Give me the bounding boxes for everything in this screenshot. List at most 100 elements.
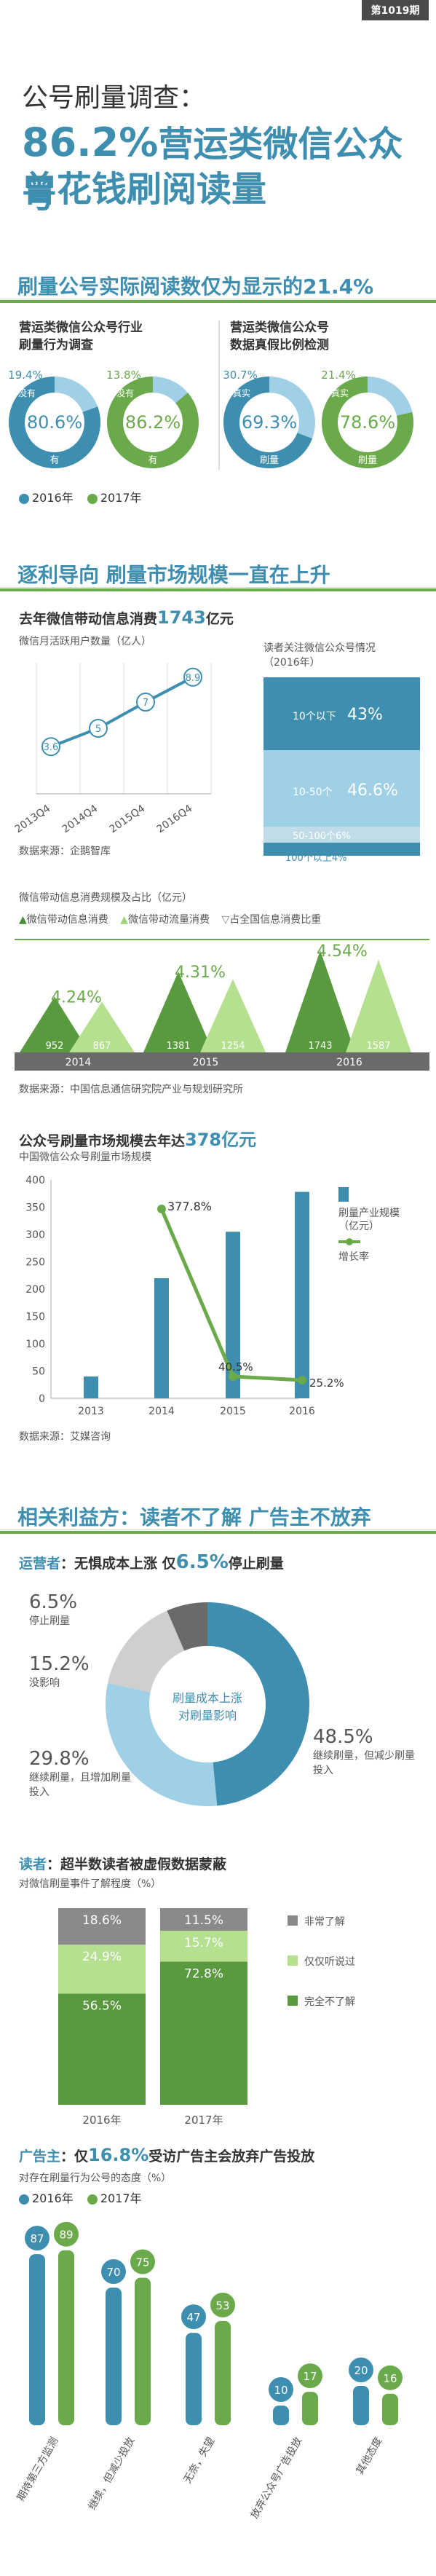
- ad-bar-2-0: [186, 2333, 202, 2425]
- ratio-label-0: 4.24%: [51, 989, 102, 1007]
- donut-0-hole: [25, 393, 84, 452]
- ad-value-0-1: 89: [59, 2229, 73, 2242]
- donut-3-big-arc: [322, 377, 413, 468]
- market-ytick-5: 250: [25, 1257, 45, 1269]
- market-xtick-0: 2013: [78, 1406, 104, 1417]
- reader-xtick-0: 2016年: [82, 2114, 121, 2127]
- ad-value-2-0: 47: [186, 2311, 200, 2324]
- market-xtick-3: 2016: [289, 1406, 315, 1417]
- section2-divider: [0, 587, 436, 591]
- user-tick-0: 2013Q4: [13, 803, 53, 835]
- reader-seg-1-2: [160, 1908, 247, 1931]
- growth-label-1: 40.5%: [218, 1360, 253, 1374]
- stack-value-0: 43%: [347, 706, 383, 724]
- market-legend-bar-2: （亿元）: [338, 1221, 379, 1232]
- reader-stack-chart: 10个以下 43% 10-50个 46.6% 50-100个6% 100个以上4%: [263, 677, 420, 864]
- donut-1-small-value: 13.8%: [106, 369, 141, 382]
- donut-2-small-value: 30.7%: [223, 369, 258, 382]
- ad-legend-2016-icon: [19, 2194, 29, 2205]
- advertiser-subtitle: 对存在刷量行为公号的态度（%）: [19, 2173, 172, 2184]
- mountain-flow-label-0: 867: [93, 1041, 111, 1052]
- section1-divider: [0, 299, 436, 303]
- market-ytick-7: 350: [25, 1202, 45, 1214]
- donut-2-big-value: 69.3%: [242, 412, 297, 433]
- section3-divider: [0, 1529, 436, 1534]
- s1-separator: [218, 320, 220, 470]
- user-point-1: [89, 719, 108, 738]
- market-subtitle: 中国微信公众号刷量市场规模: [19, 1151, 151, 1163]
- mountain-info-label-0: 952: [46, 1041, 64, 1052]
- year-band-label-1: 2015: [193, 1057, 219, 1068]
- op-slice-3: [167, 1602, 208, 1651]
- s1-legend: 2016年 2017年: [19, 488, 142, 505]
- advertiser-bar-chart: 87 89 期待第三方监测 70 75 继续，但减少投放 47 53 无奈，失望 10 17 放弃公众…: [15, 2221, 403, 2521]
- donut-0-big-value: 80.6%: [27, 412, 82, 433]
- ad-bubble-0-1: [54, 2221, 79, 2247]
- scale-title: 微信带动信息消费规模及占比（亿元）: [19, 892, 192, 904]
- year-band-label-2: 2016: [336, 1057, 362, 1068]
- ad-legend: 2016年 2017年: [19, 2189, 142, 2206]
- market-title: 公众号刷量市场规模去年达378亿元: [19, 1130, 257, 1150]
- legend-2017-icon: [87, 493, 98, 504]
- market-ytick-4: 200: [25, 1284, 45, 1296]
- reader-seg-label-1-1: 15.7%: [184, 1936, 223, 1950]
- donut-3-small-value: 21.4%: [321, 369, 356, 382]
- ad-value-4-0: 20: [354, 2364, 368, 2377]
- op-item-stop: 6.5% 停止刷量: [29, 1591, 78, 1627]
- ad-value-1-1: 75: [135, 2256, 149, 2269]
- stack-label-3: 100个以上4%: [285, 853, 346, 864]
- ad-bar-3-1: [302, 2392, 318, 2425]
- donut-3-small-label: 真实: [331, 387, 349, 398]
- market-ytick-3: 150: [25, 1312, 45, 1323]
- reader-legend-icon-0: [288, 1915, 298, 1926]
- source-3: 数据来源：艾媒咨询: [19, 1431, 111, 1443]
- reader-seg-0-1: [58, 1945, 146, 1994]
- mountain-flow-0: [69, 1001, 135, 1052]
- market-legend-bar-icon: [338, 1187, 349, 1202]
- mountain-flow-label-1: 1254: [221, 1041, 245, 1052]
- reader-legend-1: 仅仅听说过: [304, 1956, 355, 1968]
- mountain-flow-label-2: 1587: [366, 1041, 390, 1052]
- user-tick-3: 2016Q4: [155, 803, 195, 835]
- op-item-none: 15.2% 没影响: [29, 1653, 90, 1689]
- market-bar-1: [154, 1278, 169, 1398]
- market-ytick-6: 300: [25, 1229, 45, 1241]
- legend-ratio-icon: ▽: [221, 914, 230, 926]
- headline-line3: 曾花钱刷阅读量: [22, 169, 267, 210]
- operator-title: 运营者：无惧成本上涨 仅6.5%停止刷量: [19, 1551, 284, 1573]
- scale-mountain-chart: 952 867 4.24% 2014 1381 1254 4.31% 2015 1743 1587…: [15, 939, 429, 1071]
- market-ytick-2: 100: [25, 1339, 45, 1350]
- donut-1-big-label: 有: [148, 455, 157, 466]
- headline-percent: 86.2%: [22, 119, 159, 165]
- donut-2-small-label: 真实: [233, 387, 250, 398]
- market-xtick-2: 2015: [220, 1406, 246, 1417]
- op-slice-0: [207, 1602, 309, 1806]
- reader-seg-1-0: [160, 1961, 247, 2105]
- reader-subtitle: 对微信刷量事件了解程度（%）: [19, 1878, 162, 1890]
- reader-seg-label-1-2: 11.5%: [184, 1913, 223, 1928]
- market-legend-line: 增长率: [338, 1250, 369, 1263]
- consume-title: 去年微信带动信息消费1743亿元: [19, 607, 234, 628]
- user-tick-2: 2015Q4: [108, 803, 148, 835]
- op-slice-2: [108, 1610, 186, 1693]
- headline-line2-rest: 营运类微信公众号: [22, 124, 403, 216]
- donut-3-big-value: 78.6%: [340, 412, 395, 433]
- donut-1-big-value: 86.2%: [125, 412, 181, 433]
- market-legend-line-dot: [346, 1238, 353, 1245]
- users-subtitle: 微信月活跃用户数量（亿人）: [19, 636, 151, 647]
- s1-left-title: 营运类微信公众号行业 刷量行为调查: [19, 320, 143, 352]
- donut-0-big-arc: [9, 377, 100, 468]
- reader-legend-icon-1: [288, 1955, 298, 1966]
- ad-bar-1-1: [135, 2277, 151, 2425]
- user-tick-1: 2014Q4: [60, 803, 100, 835]
- user-point-label-1: 5: [95, 724, 101, 735]
- donut-1-big-arc: [107, 377, 199, 468]
- donut-2-big-label: 刷量: [260, 455, 279, 466]
- ad-value-3-0: 10: [274, 2384, 288, 2397]
- market-bar-2: [226, 1232, 240, 1398]
- ad-bubble-3-0: [269, 2377, 293, 2402]
- stack-seg-0: [263, 677, 420, 750]
- section1-title: 刷量公号实际阅读数仅为显示的21.4%: [17, 275, 374, 299]
- op-item-increase: 29.8% 继续刷量，且增加刷量投入: [29, 1748, 131, 1798]
- ad-bar-4-0: [353, 2386, 369, 2425]
